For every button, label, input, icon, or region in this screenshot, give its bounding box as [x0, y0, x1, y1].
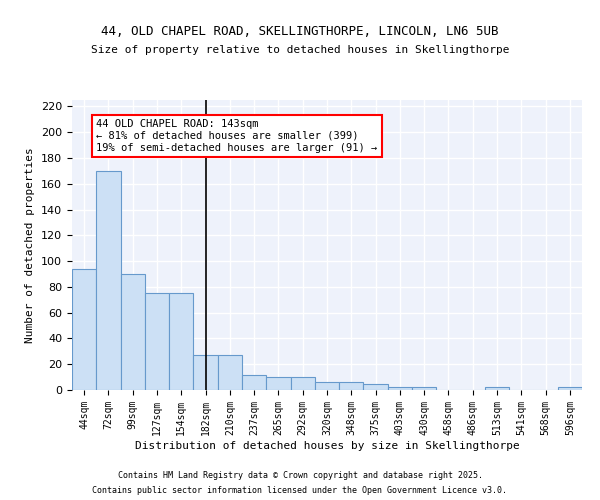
- Text: Size of property relative to detached houses in Skellingthorpe: Size of property relative to detached ho…: [91, 45, 509, 55]
- Bar: [485, 388, 509, 390]
- Bar: [72, 269, 96, 390]
- Bar: [145, 294, 169, 390]
- Bar: [169, 294, 193, 390]
- Bar: [364, 384, 388, 390]
- X-axis label: Distribution of detached houses by size in Skellingthorpe: Distribution of detached houses by size …: [134, 440, 520, 450]
- Bar: [218, 355, 242, 390]
- Bar: [339, 382, 364, 390]
- Y-axis label: Number of detached properties: Number of detached properties: [25, 147, 35, 343]
- Bar: [242, 374, 266, 390]
- Bar: [96, 171, 121, 390]
- Bar: [290, 377, 315, 390]
- Bar: [388, 388, 412, 390]
- Bar: [412, 388, 436, 390]
- Bar: [266, 377, 290, 390]
- Text: 44 OLD CHAPEL ROAD: 143sqm
← 81% of detached houses are smaller (399)
19% of sem: 44 OLD CHAPEL ROAD: 143sqm ← 81% of deta…: [96, 120, 377, 152]
- Bar: [121, 274, 145, 390]
- Text: Contains public sector information licensed under the Open Government Licence v3: Contains public sector information licen…: [92, 486, 508, 495]
- Text: 44, OLD CHAPEL ROAD, SKELLINGTHORPE, LINCOLN, LN6 5UB: 44, OLD CHAPEL ROAD, SKELLINGTHORPE, LIN…: [101, 25, 499, 38]
- Bar: [315, 382, 339, 390]
- Bar: [558, 388, 582, 390]
- Text: Contains HM Land Registry data © Crown copyright and database right 2025.: Contains HM Land Registry data © Crown c…: [118, 471, 482, 480]
- Bar: [193, 355, 218, 390]
